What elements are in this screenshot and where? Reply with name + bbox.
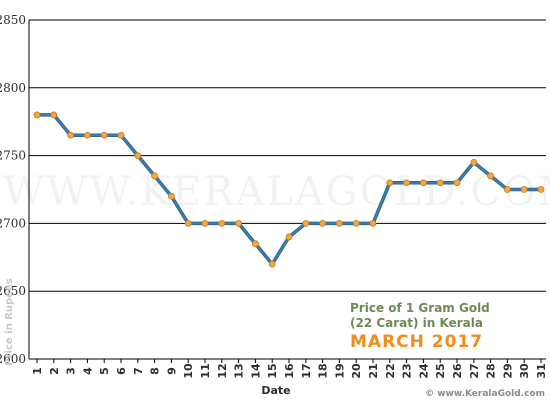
x-tick-5: 5 bbox=[98, 367, 111, 375]
x-tick-23: 23 bbox=[401, 363, 414, 378]
point-day-30 bbox=[520, 186, 528, 193]
x-tick-31: 31 bbox=[535, 363, 548, 378]
point-day-11 bbox=[201, 219, 209, 227]
point-day-19 bbox=[335, 219, 343, 227]
point-day-27 bbox=[470, 158, 478, 166]
y-tick-2700: 2700 bbox=[0, 216, 26, 230]
annotation-month: MARCH 2017 bbox=[350, 332, 483, 352]
point-day-24 bbox=[419, 179, 427, 187]
x-tick-12: 12 bbox=[216, 363, 229, 378]
x-tick-27: 27 bbox=[468, 363, 481, 378]
point-day-4 bbox=[84, 131, 91, 139]
point-day-25 bbox=[436, 179, 444, 187]
annotation-line-2: (22 Carat) in Kerala bbox=[350, 316, 483, 330]
y-tick-2650: 2650 bbox=[0, 284, 26, 298]
point-day-31 bbox=[537, 186, 545, 193]
annotation-line-1: Price of 1 Gram Gold bbox=[350, 301, 490, 315]
x-tick-2: 2 bbox=[48, 367, 61, 375]
x-tick-22: 22 bbox=[384, 363, 397, 378]
point-day-7 bbox=[134, 152, 142, 160]
point-day-10 bbox=[184, 219, 192, 227]
x-tick-9: 9 bbox=[165, 367, 178, 375]
y-tick-2600: 2600 bbox=[0, 352, 26, 366]
point-day-17 bbox=[302, 219, 310, 227]
y-tick-2800: 2800 bbox=[0, 81, 26, 95]
point-day-16 bbox=[285, 233, 293, 241]
x-tick-24: 24 bbox=[417, 363, 430, 379]
watermark: WWW.KERALAGOLD.COM bbox=[3, 169, 550, 215]
credit-text: © www.KeralaGold.com bbox=[425, 389, 545, 399]
gridlines bbox=[28, 19, 546, 360]
y-tick-2850: 2850 bbox=[0, 13, 26, 27]
point-day-14 bbox=[251, 240, 259, 248]
x-tick-28: 28 bbox=[485, 363, 498, 378]
point-day-15 bbox=[268, 260, 276, 268]
x-tick-19: 19 bbox=[333, 363, 346, 378]
y-axis-label: Price in Rupees bbox=[4, 278, 15, 365]
x-tick-14: 14 bbox=[249, 363, 262, 379]
point-day-18 bbox=[319, 219, 327, 227]
point-day-22 bbox=[386, 179, 394, 187]
point-day-28 bbox=[487, 172, 495, 180]
x-tick-17: 17 bbox=[300, 363, 313, 378]
point-day-29 bbox=[503, 186, 511, 193]
x-tick-20: 20 bbox=[350, 363, 363, 379]
x-tick-6: 6 bbox=[115, 367, 128, 375]
point-day-3 bbox=[67, 131, 74, 139]
point-day-5 bbox=[100, 131, 108, 139]
x-axis-label: Date bbox=[261, 384, 290, 397]
x-tick-15: 15 bbox=[266, 363, 279, 378]
point-day-23 bbox=[403, 179, 411, 187]
x-tick-labels: 1 2 3 4 5 6 7 8 9 10 11 12 13 14 15 16 17 18 19 20 21 22 23 24 2… bbox=[31, 359, 548, 379]
x-tick-8: 8 bbox=[149, 367, 162, 375]
x-tick-10: 10 bbox=[182, 363, 195, 379]
y-tick-labels: 2600 2650 2700 2750 2800 2850 bbox=[0, 13, 26, 366]
x-tick-26: 26 bbox=[451, 363, 464, 379]
point-day-8 bbox=[151, 172, 159, 180]
x-tick-29: 29 bbox=[501, 363, 514, 378]
data-points bbox=[33, 111, 545, 268]
x-tick-25: 25 bbox=[434, 363, 447, 378]
point-day-13 bbox=[235, 219, 243, 227]
x-tick-21: 21 bbox=[367, 363, 380, 378]
x-tick-3: 3 bbox=[65, 367, 78, 375]
x-tick-30: 30 bbox=[518, 363, 531, 379]
point-day-2 bbox=[50, 111, 58, 119]
x-tick-18: 18 bbox=[317, 363, 330, 378]
x-tick-7: 7 bbox=[132, 367, 145, 375]
point-day-21 bbox=[369, 219, 377, 227]
x-tick-11: 11 bbox=[199, 363, 212, 378]
point-day-12 bbox=[218, 219, 226, 227]
x-tick-4: 4 bbox=[81, 367, 94, 375]
point-day-26 bbox=[453, 179, 461, 187]
x-tick-13: 13 bbox=[233, 363, 246, 378]
point-day-1 bbox=[33, 111, 41, 119]
point-day-9 bbox=[167, 192, 175, 200]
x-tick-16: 16 bbox=[283, 363, 296, 379]
point-day-20 bbox=[352, 219, 360, 227]
y-tick-2750: 2750 bbox=[0, 149, 26, 163]
point-day-6 bbox=[117, 131, 125, 139]
x-tick-1: 1 bbox=[31, 367, 44, 375]
